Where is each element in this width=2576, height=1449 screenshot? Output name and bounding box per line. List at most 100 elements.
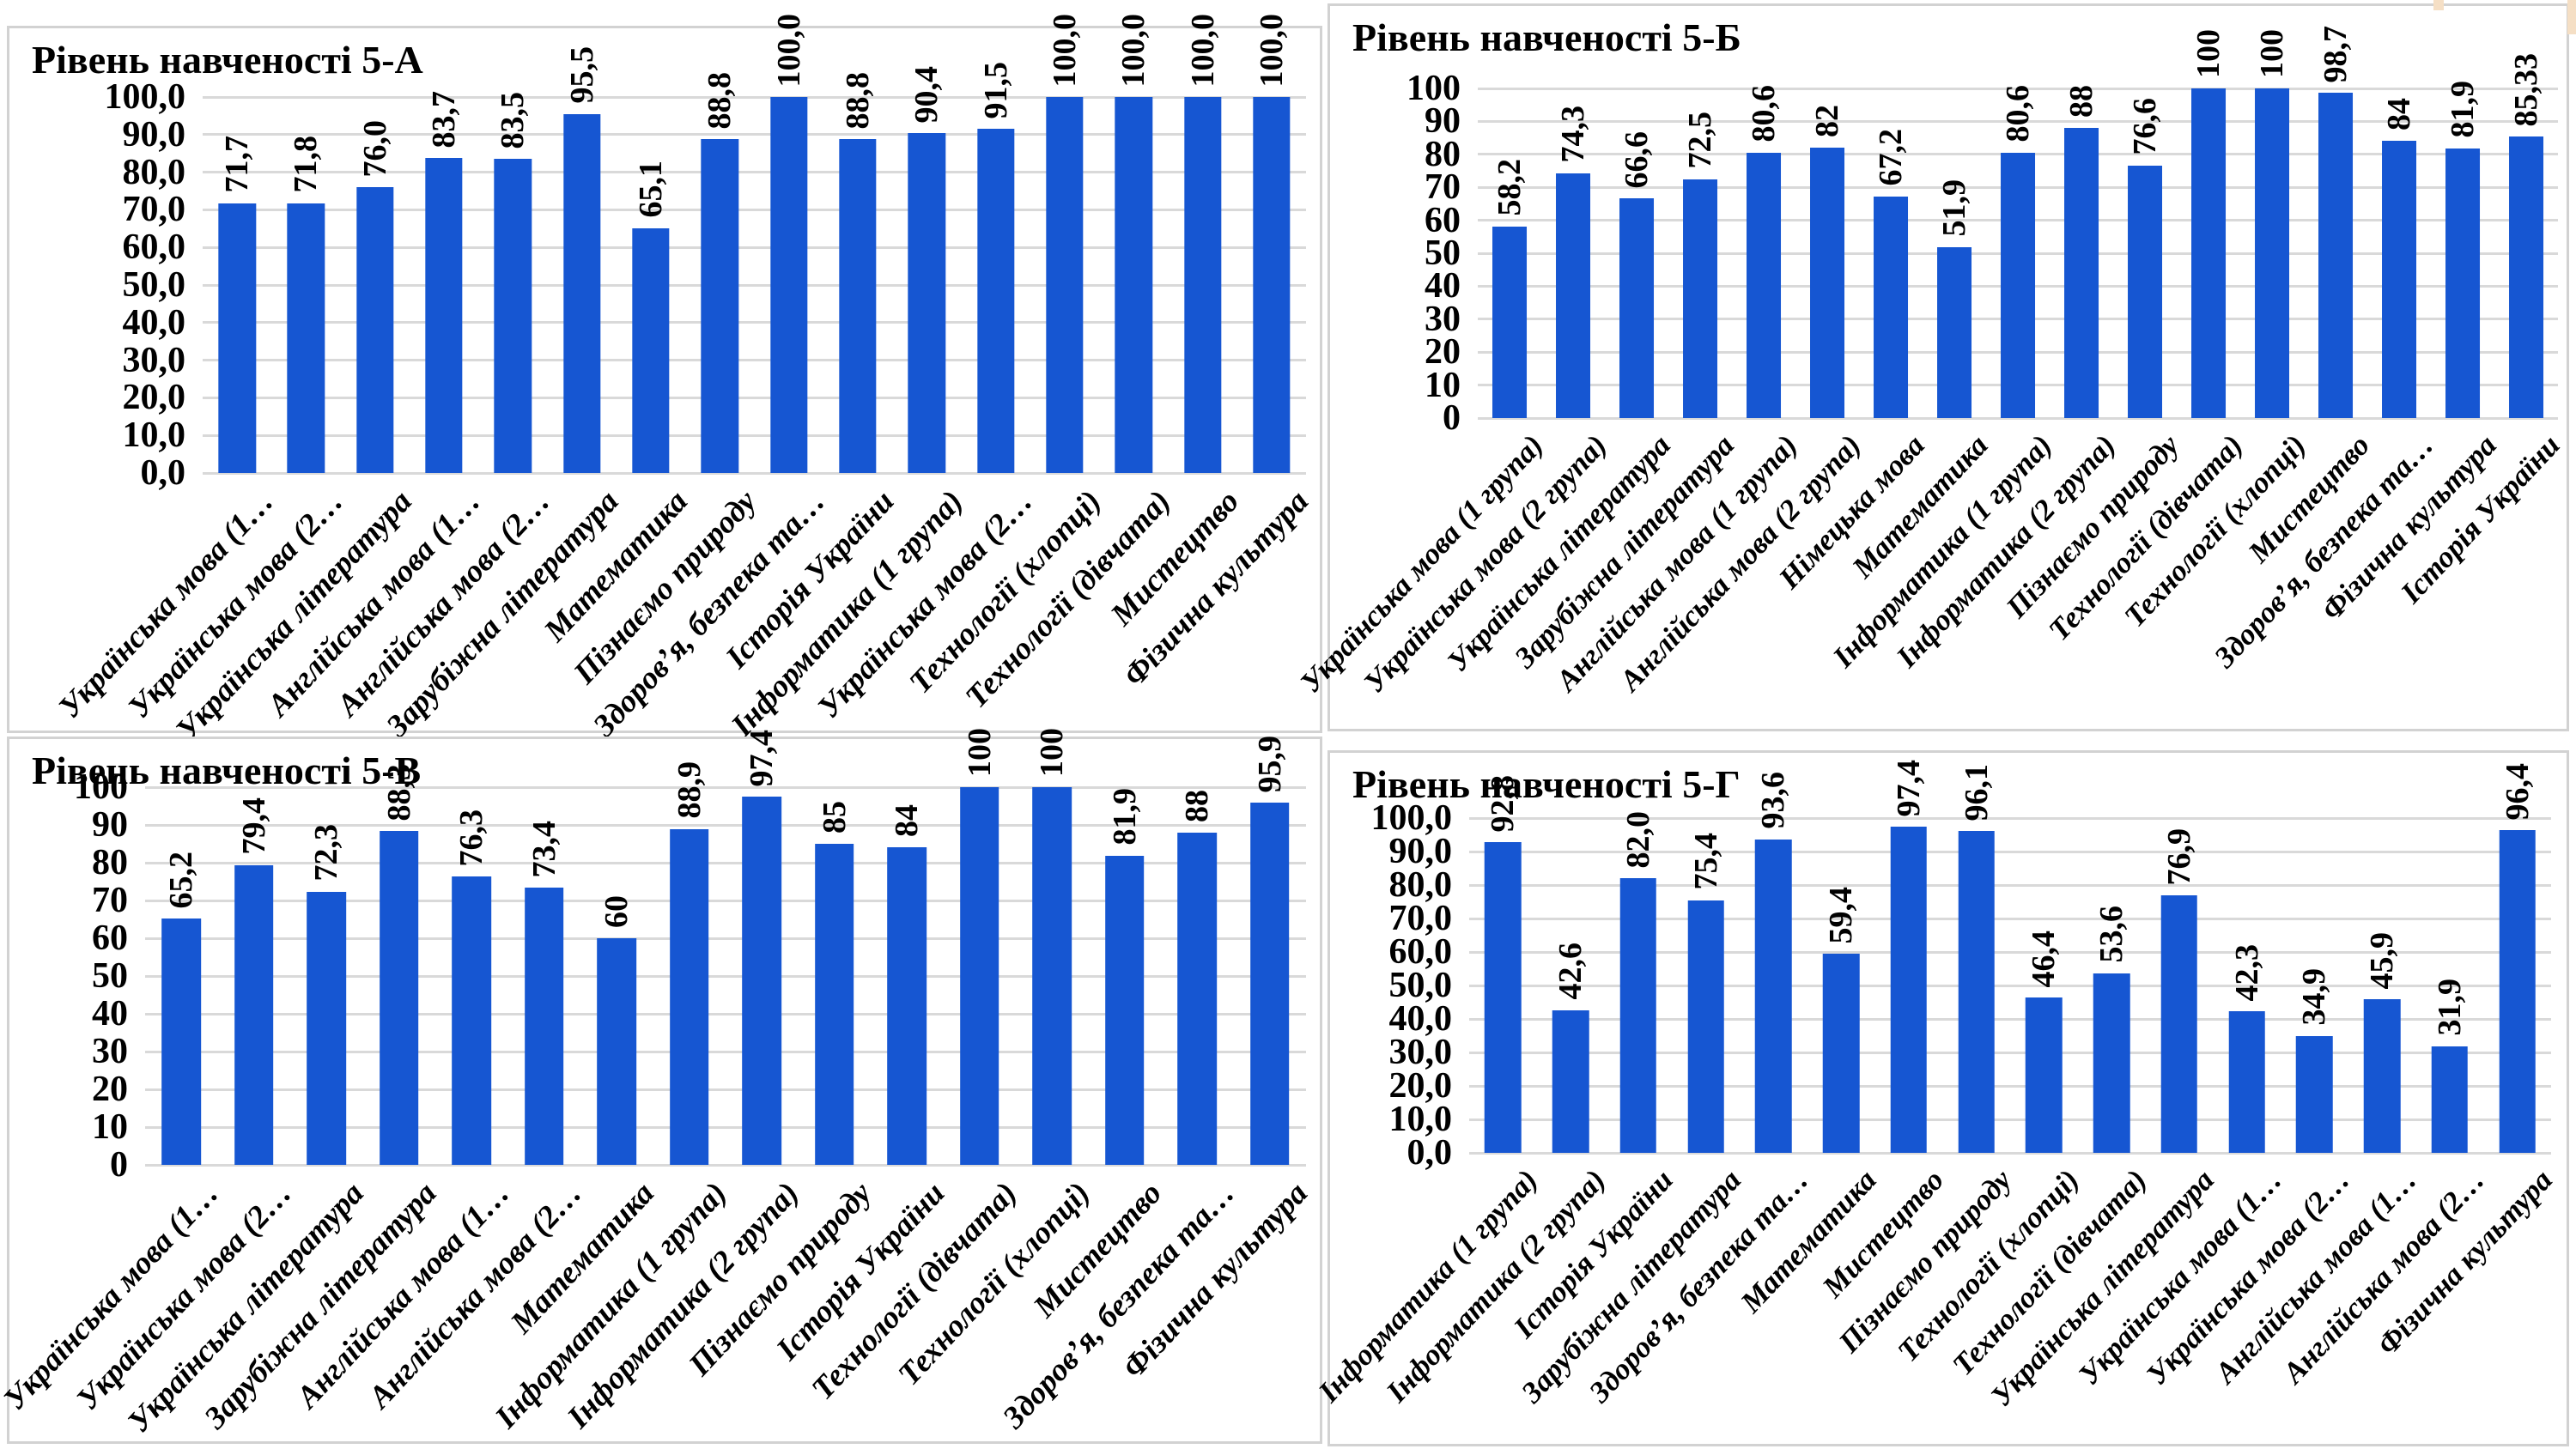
gridline [145, 823, 1306, 827]
bar-slot: 71,7 [203, 97, 271, 473]
y-tick-label: 70 [92, 881, 128, 920]
bar-slot: 66,6 [1605, 88, 1668, 418]
bar [1556, 173, 1590, 418]
y-axis-5b: 100 90 80 70 60 50 40 30 20 10 0 [1330, 69, 1461, 438]
bar-slot: 76,9 [2146, 818, 2214, 1153]
bar-value-label: 73,4 [526, 820, 562, 878]
bar-value-label: 96,1 [1958, 763, 1995, 822]
bar-slot: 72,3 [290, 787, 363, 1165]
y-tick-label: 100 [74, 767, 128, 807]
bar-value-label: 60 [598, 895, 635, 928]
bar [2228, 1011, 2265, 1153]
bar [287, 203, 325, 473]
chart-title-5g: Рівень навченості 5-Г [1352, 762, 1741, 806]
bar-slot: 80,6 [1986, 85, 2050, 418]
bar-value-label: 88 [2063, 85, 2099, 118]
bar-slot: 34,9 [2281, 818, 2348, 1153]
bar-slot: 81,9 [2431, 81, 2494, 418]
y-tick-label: 60,0 [122, 227, 186, 268]
y-tick-label: 80 [1425, 134, 1461, 174]
bar-slot: 100,0 [1099, 14, 1168, 473]
y-tick-label: 0,0 [140, 453, 186, 493]
bar-slot: 100,0 [755, 14, 823, 473]
bar-slot: 42,3 [2213, 818, 2281, 1153]
y-tick-label: 70,0 [1388, 899, 1453, 938]
bar [1249, 803, 1290, 1165]
bar-value-label: 71,8 [288, 136, 325, 193]
bar-slot: 100 [944, 728, 1017, 1165]
bar-slot: 60 [580, 787, 653, 1165]
bar-value-label: 88,9 [671, 761, 708, 819]
bar-slot: 88,8 [823, 72, 892, 473]
bar [379, 831, 419, 1165]
bar-slot: 46,4 [2010, 818, 2078, 1153]
y-tick-label: 70,0 [122, 190, 186, 230]
bar-value-label: 76,6 [2127, 98, 2163, 155]
y-tick-label: 90,0 [1388, 832, 1453, 871]
bar-value-label: 95,9 [1251, 735, 1288, 793]
y-tick-label: 100,0 [104, 77, 186, 117]
bar [1683, 179, 1717, 418]
bar [1822, 954, 1860, 1153]
gridline [203, 471, 1306, 475]
bar-slot: 85 [799, 787, 872, 1165]
gridline [1469, 1151, 2551, 1155]
y-tick-label: 20,0 [1388, 1066, 1453, 1106]
y-tick-label: 30,0 [1388, 1033, 1453, 1072]
y-tick-label: 0 [110, 1145, 128, 1185]
bar-slot: 45,9 [2348, 818, 2416, 1153]
bar-slot: 100,0 [1030, 14, 1099, 473]
y-tick-label: 0 [1443, 398, 1461, 438]
bar-value-label: 92,8 [1485, 774, 1522, 833]
bar-slot: 96,4 [2483, 763, 2551, 1153]
bar [1492, 226, 1527, 418]
bar-value-label: 80,6 [2000, 85, 2036, 142]
plot-area-5v: 65,2 79,4 72,3 88,3 76,3 73,4 60 88,9 97,4 85 84 10… [145, 728, 1306, 1167]
y-tick-label: 80,0 [122, 152, 186, 192]
bar-slot: 65,2 [145, 787, 218, 1165]
gridline [145, 899, 1306, 902]
bar [2318, 93, 2353, 418]
bar-value-label: 65,1 [633, 161, 670, 218]
bar-slot: 85,33 [2494, 53, 2558, 418]
bar [1810, 148, 1844, 418]
gridline [203, 359, 1306, 362]
bar-value-label: 76,3 [453, 809, 490, 867]
gridline [1469, 950, 2551, 954]
gridline [145, 1088, 1306, 1091]
bar-value-label: 45,9 [2364, 931, 2401, 990]
y-tick-label: 50 [1425, 233, 1461, 273]
bar-value-label: 80,6 [1746, 85, 1782, 142]
bar-value-label: 100,0 [1115, 13, 1152, 88]
bar-slot: 71,8 [271, 97, 340, 473]
bar [1619, 198, 1654, 418]
y-tick-label: 40 [1425, 266, 1461, 306]
bar-slot: 76,6 [2113, 88, 2177, 418]
bar [839, 139, 877, 473]
category-label: Українська мова (1 група) [1293, 428, 1551, 700]
gridline [145, 785, 1306, 789]
bar-slot: 67,2 [1859, 88, 1923, 418]
bar [1115, 97, 1152, 473]
bar-value-label: 67,2 [1873, 129, 1909, 186]
bar [669, 828, 709, 1165]
bar [161, 919, 202, 1165]
bar [1619, 878, 1657, 1153]
y-tick-label: 10,0 [1388, 1100, 1453, 1139]
y-tick-label: 50,0 [1388, 966, 1453, 1005]
bar [356, 187, 394, 473]
bar-slot: 100,0 [1237, 14, 1306, 473]
bar-value-label: 75,4 [1687, 833, 1724, 890]
bar-value-label: 100 [1034, 728, 1071, 777]
bar-value-label: 79,4 [235, 797, 272, 855]
bar-slot: 51,9 [1923, 88, 1986, 418]
chart-title-5b: Рівень навченості 5-Б [1352, 15, 1741, 59]
bar [701, 139, 739, 473]
bar [908, 133, 945, 473]
y-tick-label: 20 [92, 1070, 128, 1109]
gridline [145, 937, 1306, 940]
bar [1253, 97, 1291, 473]
bar [1747, 152, 1781, 418]
gridline [145, 1012, 1306, 1016]
bar-value-label: 66,6 [1619, 130, 1655, 189]
